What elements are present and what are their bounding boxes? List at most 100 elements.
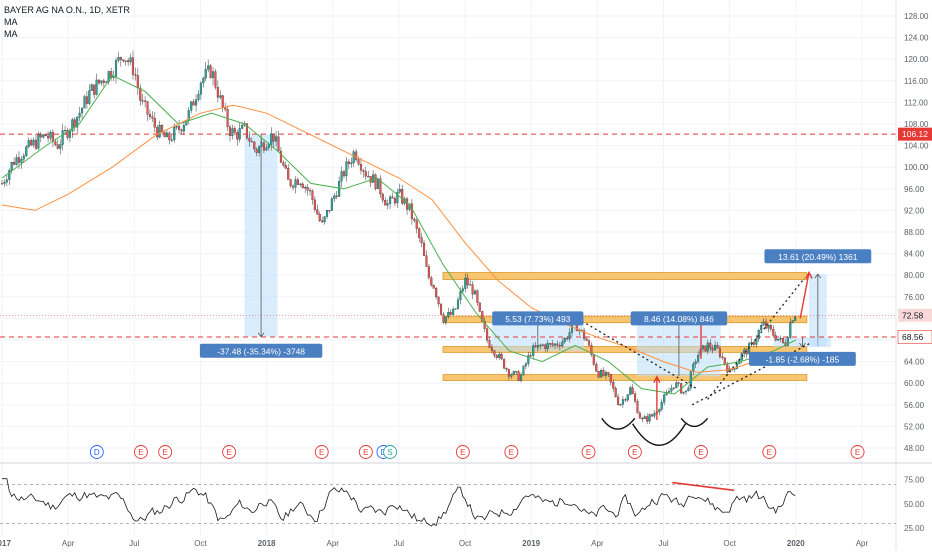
candle-body — [20, 158, 23, 163]
right-shoulder-arc — [680, 417, 709, 428]
candle-body — [459, 290, 462, 301]
earnings-event-marker — [581, 445, 596, 459]
candle-body — [714, 344, 717, 351]
price-tick-label: 52.00 — [904, 422, 925, 431]
candle-body — [597, 371, 600, 378]
candle-body — [275, 136, 278, 142]
candle-body — [551, 343, 554, 346]
candle-body — [718, 347, 721, 357]
candle-body — [602, 370, 605, 376]
candle-body — [393, 198, 396, 204]
candle-body — [541, 344, 544, 346]
candle-body — [410, 203, 413, 220]
candle-body — [587, 340, 591, 346]
candle-body — [294, 179, 297, 188]
measure-label-text: 5.53 (7.73%) 493 — [505, 314, 570, 324]
candle-body — [755, 338, 758, 345]
candle-body — [277, 136, 280, 152]
price-tick-label: 108.00 — [904, 120, 929, 129]
candle-body — [241, 125, 244, 129]
price-tick-label: 60.00 — [904, 379, 925, 388]
price-level-label-box — [898, 308, 932, 322]
candle-body — [556, 343, 559, 346]
candle-body — [284, 165, 287, 169]
time-tick-label: 2018 — [258, 539, 276, 548]
candle-body — [794, 316, 797, 321]
candle-body — [219, 95, 222, 98]
candle-body — [258, 146, 261, 153]
time-tick-label: Jul — [129, 539, 139, 548]
candle-body — [238, 128, 241, 140]
candle-body — [209, 65, 212, 78]
red-arrow-head — [653, 375, 661, 384]
red-arrow-line — [799, 272, 810, 319]
candle-body — [658, 409, 661, 413]
candle-body — [323, 216, 326, 223]
candle-body — [422, 242, 426, 256]
candle-body — [522, 365, 525, 376]
event-marker-label: S — [387, 448, 392, 457]
candle-body — [100, 80, 103, 84]
candle-body — [202, 77, 205, 84]
candle-body — [262, 142, 266, 151]
candle-body — [456, 299, 460, 309]
candle-body — [136, 75, 139, 89]
candle-body — [296, 179, 299, 185]
candle-body — [558, 345, 561, 347]
candle-body — [384, 200, 387, 206]
candle-body — [631, 387, 634, 395]
time-tick-label: 2019 — [522, 539, 540, 548]
candle-body — [102, 80, 105, 83]
candle-body — [192, 101, 195, 106]
rsi-divergence-line — [672, 481, 735, 492]
candle-body — [425, 255, 428, 267]
candle-body — [592, 354, 595, 365]
candle-body — [119, 57, 122, 60]
event-marker-label: E — [460, 448, 465, 457]
candle-body — [570, 324, 574, 333]
candle-body — [124, 60, 127, 62]
candle-body — [660, 402, 663, 410]
candle-body — [316, 209, 319, 215]
candle-body — [609, 374, 612, 383]
rsi-line — [2, 478, 796, 527]
left-shoulder-arc — [601, 417, 636, 430]
candle-body — [563, 338, 566, 343]
event-marker-label: D — [94, 448, 100, 457]
trend-channel-upper — [707, 277, 806, 400]
candle-body — [386, 203, 389, 206]
candle-body — [520, 374, 523, 381]
price-tick-label: 56.00 — [904, 401, 925, 410]
candle-body — [321, 220, 324, 223]
candle-body — [204, 69, 207, 79]
candle-body — [442, 314, 445, 323]
candle-body — [481, 311, 484, 322]
price-tick-label: 76.00 — [904, 293, 925, 302]
measure-label-text: -37.48 (-35.34%) -3748 — [217, 346, 305, 356]
candle-body — [78, 112, 81, 118]
price-tick-label: 100.00 — [904, 163, 929, 172]
price-tick-label: 116.00 — [904, 77, 928, 86]
candle-body — [687, 387, 690, 392]
candle-body — [585, 338, 588, 341]
candle-body — [199, 82, 202, 95]
candle-body — [30, 140, 33, 146]
time-tick-label: Apr — [856, 539, 869, 548]
candle-body — [566, 338, 569, 340]
symbol-title: BAYER AG NA O.N., 1D, XETR — [4, 5, 130, 15]
measure-arrow-head — [814, 273, 822, 279]
candle-body — [22, 155, 25, 160]
candle-body — [165, 132, 168, 138]
event-marker-label: E — [855, 448, 860, 457]
candle-body — [5, 179, 8, 183]
candle-body — [260, 142, 263, 147]
candle-body — [478, 302, 481, 312]
candle-body — [61, 130, 64, 145]
candle-body — [129, 57, 132, 63]
candle-body — [752, 342, 755, 345]
candle-body — [255, 148, 258, 153]
earnings-event-marker — [762, 445, 777, 459]
candle-body — [97, 79, 101, 84]
candle-body — [248, 137, 251, 142]
price-tick-label: 104.00 — [904, 142, 929, 151]
